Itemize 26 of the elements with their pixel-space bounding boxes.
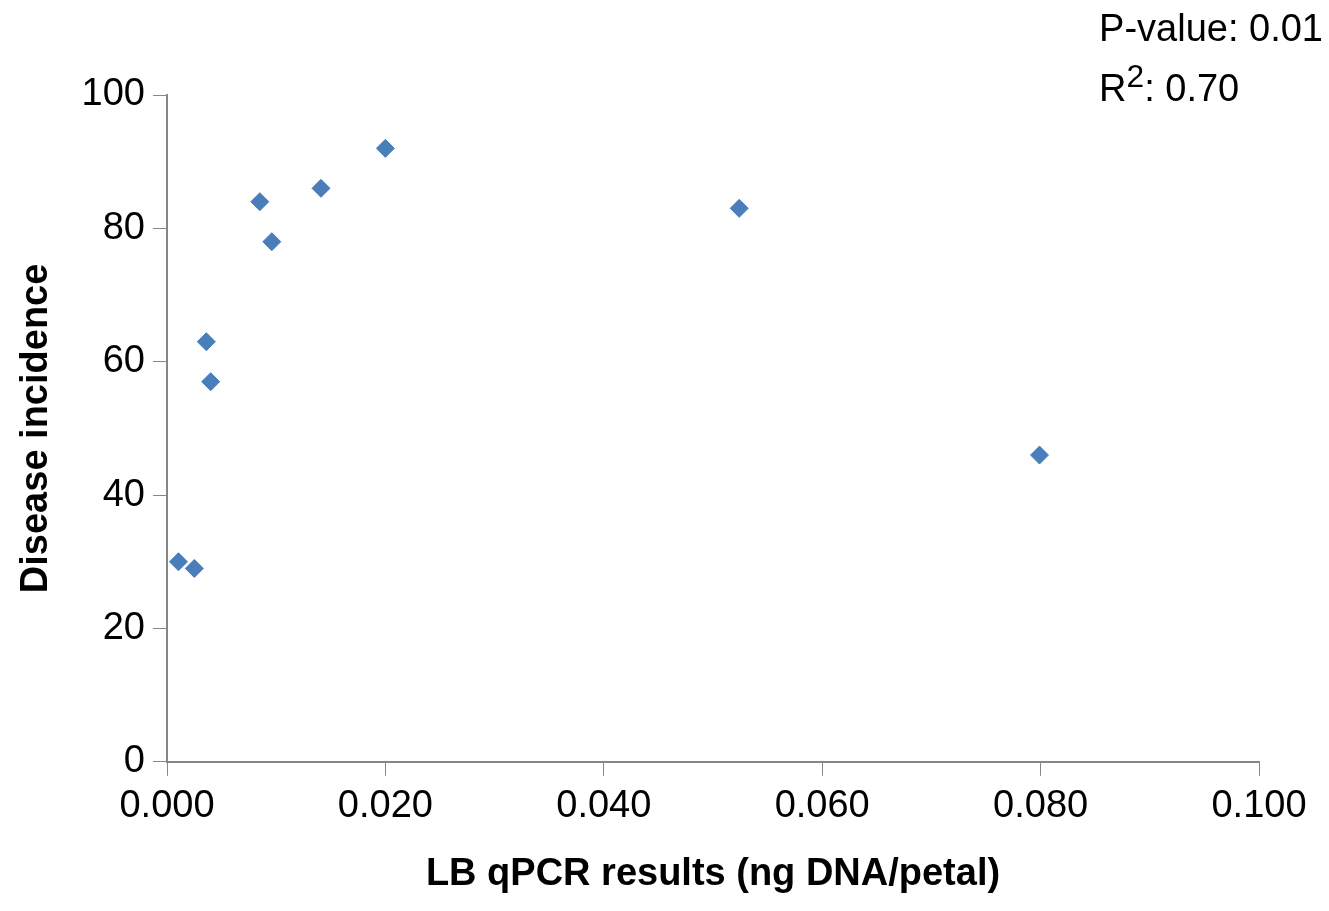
x-tick-label: 0.020 [337, 783, 433, 826]
y-tick-label: 20 [102, 604, 145, 647]
point [1030, 445, 1050, 465]
y-axis-title: Disease incidence [13, 263, 56, 594]
y-tick-label: 60 [102, 338, 145, 381]
y-tick-label: 0 [123, 738, 145, 781]
point [375, 138, 395, 158]
point [196, 332, 216, 352]
x-tick-label: 0.060 [774, 783, 870, 826]
x-axis-title: LB qPCR results (ng DNA/petal) [425, 850, 1001, 893]
point [201, 372, 221, 392]
annotation: R$^{2}$: 0.70 [1099, 57, 1241, 111]
x-tick-label: 0.040 [556, 783, 652, 826]
point [311, 178, 331, 198]
x-tick-label: 0.080 [993, 783, 1089, 826]
y-tick-label: 80 [102, 204, 145, 247]
point [729, 198, 749, 218]
point [168, 552, 188, 572]
point [250, 192, 270, 212]
text: P-value: 0.01 [1099, 6, 1323, 51]
y-tick-label: 40 [102, 471, 145, 514]
point [184, 558, 204, 578]
x-tick-label: 0.000 [119, 783, 215, 826]
point [262, 232, 282, 252]
x-tick-label: 0.100 [1211, 783, 1307, 826]
y-tick-label: 100 [81, 71, 145, 114]
